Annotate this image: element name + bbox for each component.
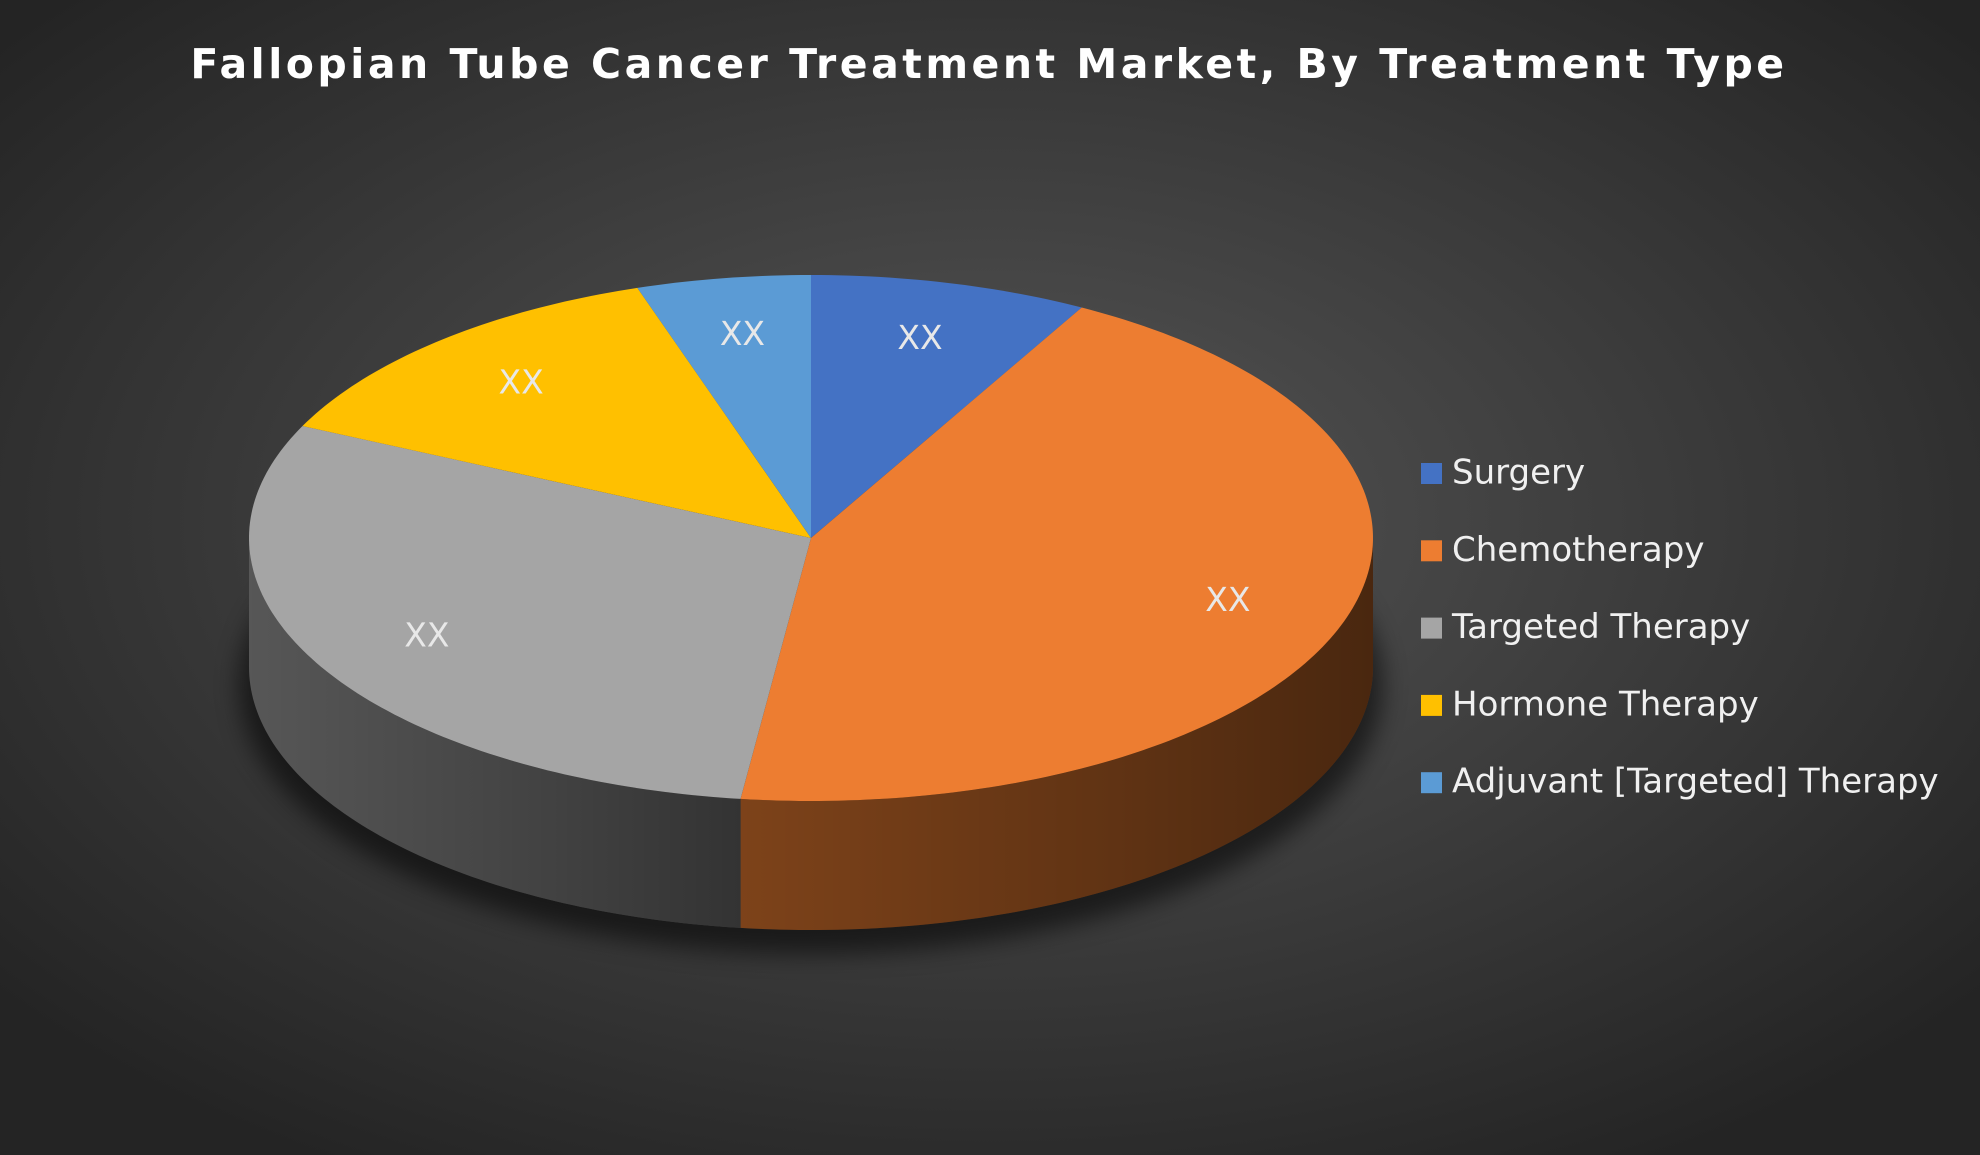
legend-swatch — [1421, 772, 1442, 794]
slice — [740, 307, 1373, 801]
slice — [302, 287, 811, 538]
legend-label: Hormone Therapy — [1452, 684, 1759, 724]
data-label: XX — [1205, 580, 1250, 619]
chart-title: Fallopian Tube Cancer Treatment Market, … — [190, 40, 1787, 88]
legend-swatch — [1421, 617, 1442, 639]
legend-swatch — [1421, 694, 1442, 716]
data-label: XX — [498, 363, 543, 402]
slice-side-shade — [249, 538, 741, 928]
legend: Surgery Chemotherapy Targeted Therapy Hormo… — [1421, 453, 1939, 802]
legend-label: Adjuvant [Targeted] Therapy — [1452, 762, 1939, 802]
slice-side-shade — [740, 538, 1373, 930]
legend-label: Targeted Therapy — [1451, 607, 1750, 647]
legend-label: Surgery — [1452, 453, 1585, 493]
slice — [637, 275, 811, 538]
data-label: XX — [897, 318, 942, 357]
legend-label: Chemotherapy — [1452, 530, 1704, 570]
legend-swatch — [1421, 463, 1442, 484]
legend-swatch — [1421, 540, 1442, 562]
data-label: XX — [404, 615, 449, 654]
slice — [811, 275, 1082, 538]
data-label: XX — [720, 314, 765, 353]
pie: XX XX XX XX XX — [239, 275, 1383, 954]
slice — [249, 426, 812, 799]
